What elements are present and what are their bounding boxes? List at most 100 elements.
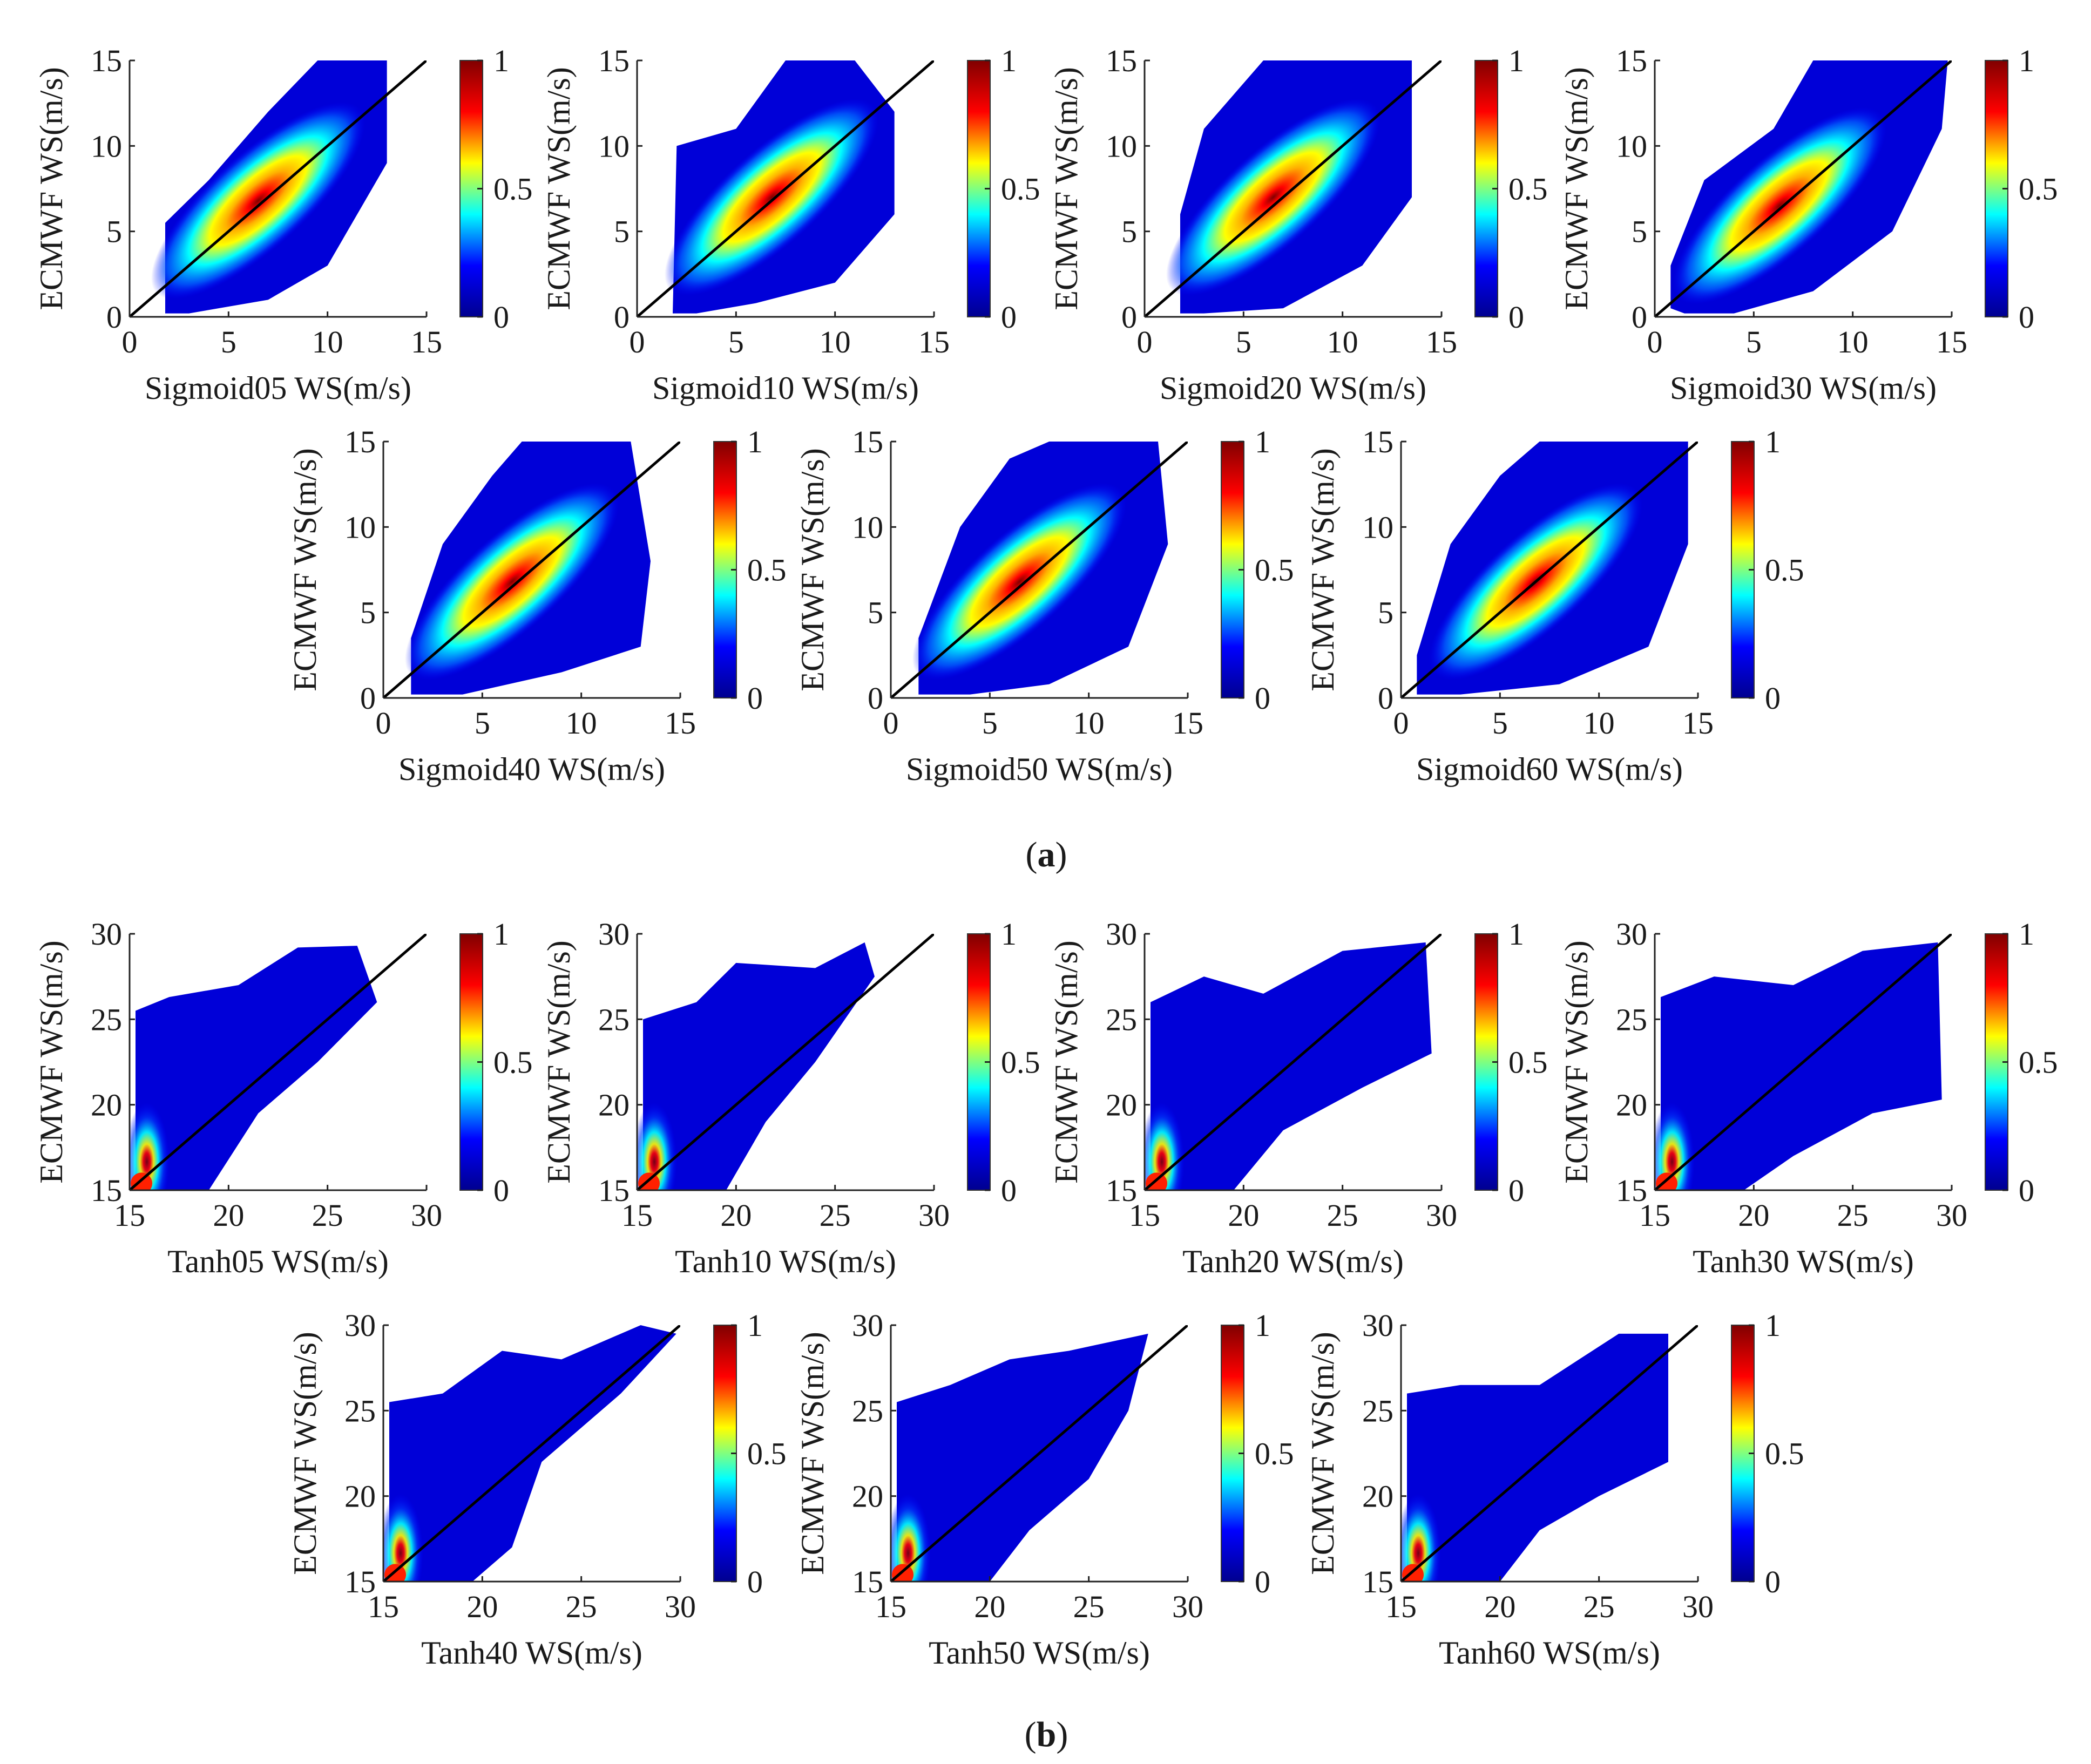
x-tick-label: 15 [665, 705, 696, 741]
colorbar-tick-label: 0.5 [1255, 1436, 1294, 1471]
x-tick-label: 20 [974, 1589, 1005, 1624]
scatter-panel: 15 20 25 30 15 20 25 30 Tanh50 WS(m/s) ECMWF WS(m… [795, 1308, 1294, 1671]
y-tick-label: 10 [91, 128, 122, 164]
colorbar-tick-label: 0.5 [2019, 1045, 2058, 1080]
y-tick-label: 10 [1616, 128, 1647, 164]
y-tick-label: 15 [344, 424, 376, 459]
y-tick-label: 0 [1378, 681, 1393, 716]
density-core [404, 483, 619, 681]
one-to-one-line [130, 60, 427, 317]
x-axis-label: Tanh10 WS(m/s) [675, 1244, 896, 1279]
x-tick-label: 0 [1393, 705, 1409, 741]
x-tick-label: 15 [411, 324, 442, 359]
colorbar-tick-label: 1 [747, 424, 763, 459]
y-axis-label: ECMWF WS(m/s) [33, 67, 69, 310]
y-tick-label: 15 [344, 1564, 376, 1599]
scatter-panel: 15 20 25 30 15 20 25 30 Tanh30 WS(m/s) ECMWF WS(m… [1559, 917, 2058, 1279]
x-tick-label: 15 [1639, 1198, 1670, 1233]
y-tick-label: 0 [868, 681, 883, 716]
density-core [1166, 98, 1381, 296]
y-tick-label: 10 [852, 510, 883, 545]
colorbar-tick-label: 0 [2019, 1173, 2034, 1208]
y-axis-label: ECMWF WS(m/s) [287, 1332, 323, 1575]
colorbar-tick-label: 1 [1765, 424, 1781, 459]
x-tick-label: 20 [466, 1589, 498, 1624]
y-tick-label: 5 [1632, 214, 1647, 249]
x-tick-label: 30 [665, 1589, 696, 1624]
y-tick-label: 15 [1616, 1173, 1647, 1208]
y-axis-label: ECMWF WS(m/s) [541, 940, 577, 1184]
plot-area [1401, 442, 1698, 698]
scatter-panel: 15 20 25 30 15 20 25 30 Tanh60 WS(m/s) ECMWF WS(m… [1305, 1308, 1804, 1671]
density-core [1401, 1494, 1441, 1582]
y-tick-label: 0 [1632, 300, 1647, 335]
y-tick-label: 5 [106, 214, 122, 249]
plot-area [637, 60, 934, 317]
y-tick-label: 10 [598, 128, 630, 164]
y-tick-label: 20 [852, 1479, 883, 1514]
scatter-panel: 15 20 25 30 15 20 25 30 Tanh05 WS(m/s) ECMWF WS(m… [33, 917, 533, 1279]
y-tick-label: 30 [598, 917, 630, 952]
colorbar-tick-label: 0 [747, 1564, 763, 1599]
y-tick-label: 25 [1362, 1393, 1393, 1428]
colorbar [1221, 441, 1244, 698]
y-tick-label: 30 [344, 1308, 376, 1343]
scatter-panel: 15 20 25 30 15 20 25 30 Tanh10 WS(m/s) ECMWF WS(m… [541, 917, 1040, 1279]
density-core [151, 101, 366, 300]
y-tick-label: 15 [1362, 424, 1393, 459]
plot-area [891, 442, 1188, 698]
x-tick-label: 30 [1172, 1589, 1203, 1624]
one-to-one-line [891, 442, 1188, 698]
x-tick-label: 0 [376, 705, 391, 741]
x-tick-label: 10 [312, 324, 343, 359]
caption-b: (b) [1025, 1715, 1068, 1754]
y-tick-label: 15 [91, 1173, 122, 1208]
colorbar-tick-label: 0.5 [2019, 172, 2058, 207]
y-tick-label: 15 [598, 1173, 630, 1208]
y-axis-label: ECMWF WS(m/s) [1559, 940, 1594, 1184]
point-cloud [1407, 1333, 1668, 1582]
y-axis-label: ECMWF WS(m/s) [1048, 67, 1084, 310]
x-tick-label: 25 [1584, 1589, 1615, 1624]
y-tick-label: 25 [1616, 1002, 1647, 1037]
y-tick-label: 25 [1106, 1002, 1137, 1037]
x-axis-label: Tanh60 WS(m/s) [1439, 1635, 1660, 1671]
one-to-one-line [1401, 1325, 1698, 1582]
y-tick-label: 15 [1106, 1173, 1137, 1208]
y-tick-label: 5 [614, 214, 630, 249]
plot-area [1401, 1325, 1698, 1582]
x-tick-label: 10 [1327, 324, 1358, 359]
x-tick-label: 10 [1837, 324, 1869, 359]
y-tick-label: 15 [852, 1564, 883, 1599]
colorbar-tick-label: 1 [1765, 1308, 1781, 1343]
y-tick-label: 0 [614, 300, 630, 335]
colorbar-tick-label: 0 [493, 300, 509, 335]
colorbar-tick-label: 1 [493, 917, 509, 952]
plot-area [891, 1325, 1188, 1582]
colorbar-tick-label: 0 [493, 1173, 509, 1208]
y-tick-label: 30 [91, 917, 122, 952]
x-tick-label: 15 [1682, 705, 1714, 741]
point-cloud [897, 1333, 1148, 1582]
y-tick-label: 20 [91, 1088, 122, 1123]
y-tick-label: 5 [1121, 214, 1137, 249]
y-axis-label: ECMWF WS(m/s) [33, 940, 69, 1184]
density-core [891, 1494, 931, 1582]
y-tick-label: 15 [1362, 1564, 1393, 1599]
x-tick-label: 0 [630, 324, 645, 359]
y-axis-label: ECMWF WS(m/s) [1048, 940, 1084, 1184]
x-tick-label: 15 [1129, 1198, 1160, 1233]
colorbar-tick-label: 0.5 [1765, 1436, 1804, 1471]
colorbar-tick-label: 1 [2019, 917, 2034, 952]
density-core [383, 1494, 423, 1582]
scatter-panel: 15 20 25 30 15 20 25 30 Tanh40 WS(m/s) ECMWF WS(m… [287, 1308, 787, 1671]
x-tick-label: 25 [820, 1198, 851, 1233]
x-axis-label: Sigmoid50 WS(m/s) [906, 751, 1173, 787]
x-axis-label: Sigmoid30 WS(m/s) [1670, 370, 1937, 406]
x-tick-label: 30 [411, 1198, 442, 1233]
